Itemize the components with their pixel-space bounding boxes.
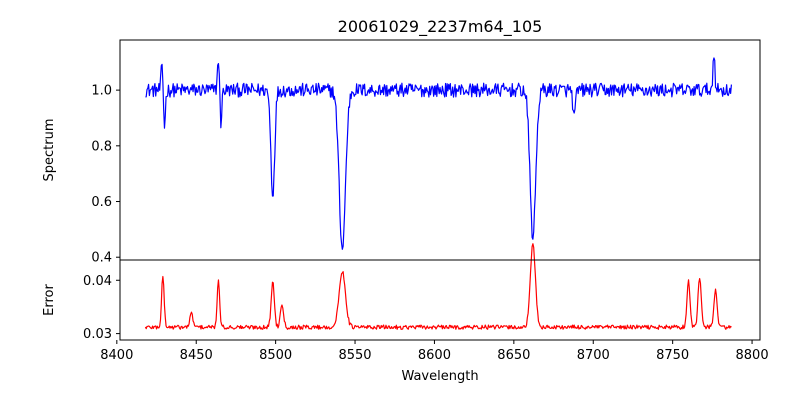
y-tick-label: 0.8: [91, 139, 112, 154]
spectrum-axes-frame: [119, 39, 761, 261]
x-tick-label: 8450: [180, 348, 213, 363]
x-tick-label: 8800: [736, 348, 769, 363]
error-panel: 0.03 0.04 8400 8450 8500 8550 8600 8650 8700 875…: [42, 243, 769, 384]
x-tick-label: 8750: [656, 348, 689, 363]
series-line: [145, 57, 733, 250]
spectrum-panel: 0.4 0.6 0.8 1.0 Spectrum: [42, 39, 761, 266]
spectrum-y-ticks: 0.4 0.6 0.8 1.0: [91, 84, 120, 266]
x-tick-label: 8700: [577, 348, 610, 363]
x-tick-label: 8600: [418, 348, 451, 363]
x-axis-label: Wavelength: [401, 369, 478, 384]
x-ticks: 8400 8450 8500 8550 8600 8650 8700 8750 8800: [100, 340, 769, 363]
y-tick-label: 0.03: [83, 327, 112, 342]
error-y-ticks: 0.03 0.04: [83, 274, 120, 342]
spectrum-series: [145, 57, 733, 250]
error-series: [144, 243, 732, 330]
x-tick-label: 8500: [259, 348, 292, 363]
error-y-label: Error: [42, 284, 57, 316]
error-axes-frame: [119, 259, 761, 341]
x-tick-label: 8650: [497, 348, 530, 363]
x-tick-label: 8550: [338, 348, 371, 363]
chart-title: 20061029_2237m64_105: [338, 17, 543, 37]
y-tick-label: 1.0: [91, 84, 112, 99]
series-line: [144, 243, 732, 330]
x-tick-label: 8400: [100, 348, 133, 363]
y-tick-label: 0.4: [91, 251, 112, 266]
y-tick-label: 0.6: [91, 195, 112, 210]
spectrum-y-label: Spectrum: [42, 119, 57, 182]
y-tick-label: 0.04: [83, 274, 112, 289]
